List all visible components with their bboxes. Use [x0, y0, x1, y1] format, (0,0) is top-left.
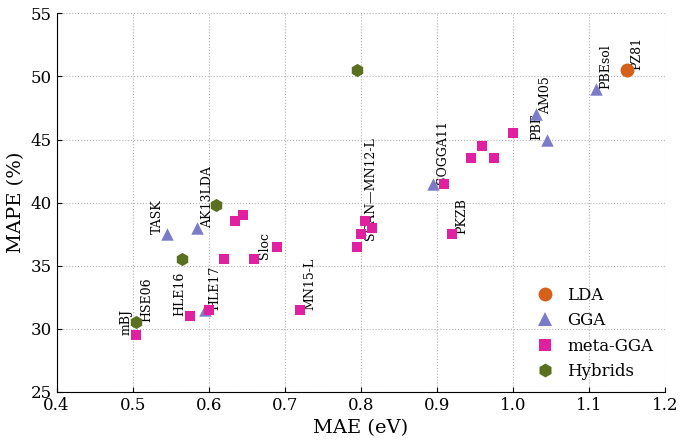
Point — [477, 142, 488, 149]
Text: MN15-L: MN15-L — [303, 258, 316, 310]
Point — [199, 306, 210, 313]
Text: SCAN—MN12-L: SCAN—MN12-L — [364, 138, 377, 240]
Point — [508, 130, 519, 137]
Point — [238, 212, 249, 219]
Point — [177, 256, 188, 263]
Point — [219, 256, 229, 263]
Point — [427, 180, 438, 187]
Point — [271, 243, 282, 250]
Point — [488, 155, 499, 162]
Point — [229, 218, 240, 225]
Y-axis label: MAPE (%): MAPE (%) — [7, 152, 25, 253]
Point — [591, 86, 602, 93]
Point — [359, 218, 370, 225]
Point — [131, 331, 142, 338]
Text: SOGGA11: SOGGA11 — [436, 120, 449, 184]
Text: HSE06: HSE06 — [140, 278, 153, 322]
Point — [192, 224, 203, 231]
Text: HLE17: HLE17 — [208, 266, 221, 310]
Point — [351, 243, 362, 250]
Point — [621, 67, 632, 74]
Point — [466, 155, 477, 162]
Point — [356, 230, 366, 238]
Text: PZ81: PZ81 — [630, 37, 643, 70]
Point — [530, 111, 541, 118]
Text: TASK: TASK — [151, 199, 164, 234]
Text: mBJ: mBJ — [120, 309, 133, 335]
Point — [351, 67, 362, 74]
Point — [295, 306, 306, 313]
Point — [439, 180, 450, 187]
Text: Sloc: Sloc — [258, 232, 271, 259]
Point — [162, 230, 173, 238]
Point — [249, 256, 260, 263]
Point — [447, 230, 458, 238]
Point — [541, 136, 552, 143]
Point — [366, 224, 377, 231]
Point — [184, 313, 195, 320]
Legend: LDA, GGA, meta-GGA, Hybrids: LDA, GGA, meta-GGA, Hybrids — [525, 284, 656, 383]
Text: AK13LDA: AK13LDA — [201, 166, 214, 228]
Text: PBEsol: PBEsol — [600, 44, 613, 89]
Point — [203, 306, 214, 313]
Text: AM05: AM05 — [539, 76, 552, 114]
Text: HLE16: HLE16 — [173, 272, 186, 316]
X-axis label: MAE (eV): MAE (eV) — [313, 419, 408, 437]
Point — [131, 319, 142, 326]
Text: PKZB: PKZB — [456, 198, 469, 234]
Point — [211, 202, 222, 209]
Text: PBE: PBE — [531, 113, 544, 139]
